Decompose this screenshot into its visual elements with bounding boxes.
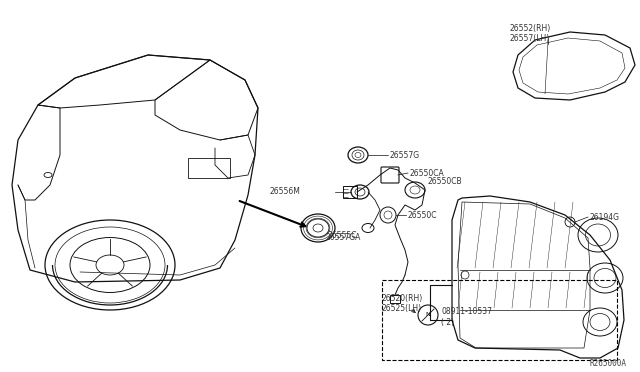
Text: 26525(LH): 26525(LH)	[382, 304, 422, 312]
Text: 26520(RH): 26520(RH)	[382, 294, 423, 302]
Text: N: N	[426, 312, 430, 317]
Text: ( 2): ( 2)	[441, 317, 454, 327]
Text: 26557(LH): 26557(LH)	[510, 33, 550, 42]
Text: 26552(RH): 26552(RH)	[510, 23, 551, 32]
Text: 26550C: 26550C	[407, 211, 436, 219]
Text: 26550CB: 26550CB	[427, 177, 461, 186]
Text: 26557G: 26557G	[389, 151, 419, 160]
Text: 08911-10537: 08911-10537	[441, 308, 492, 317]
Text: R265000A: R265000A	[590, 359, 627, 368]
Text: 26194G: 26194G	[590, 212, 620, 221]
Text: 26557GA: 26557GA	[326, 232, 362, 241]
Text: 26556M: 26556M	[270, 187, 301, 196]
Text: 26555C: 26555C	[328, 231, 358, 241]
Bar	[382, 280, 617, 360]
Text: 26550CA: 26550CA	[409, 169, 444, 177]
